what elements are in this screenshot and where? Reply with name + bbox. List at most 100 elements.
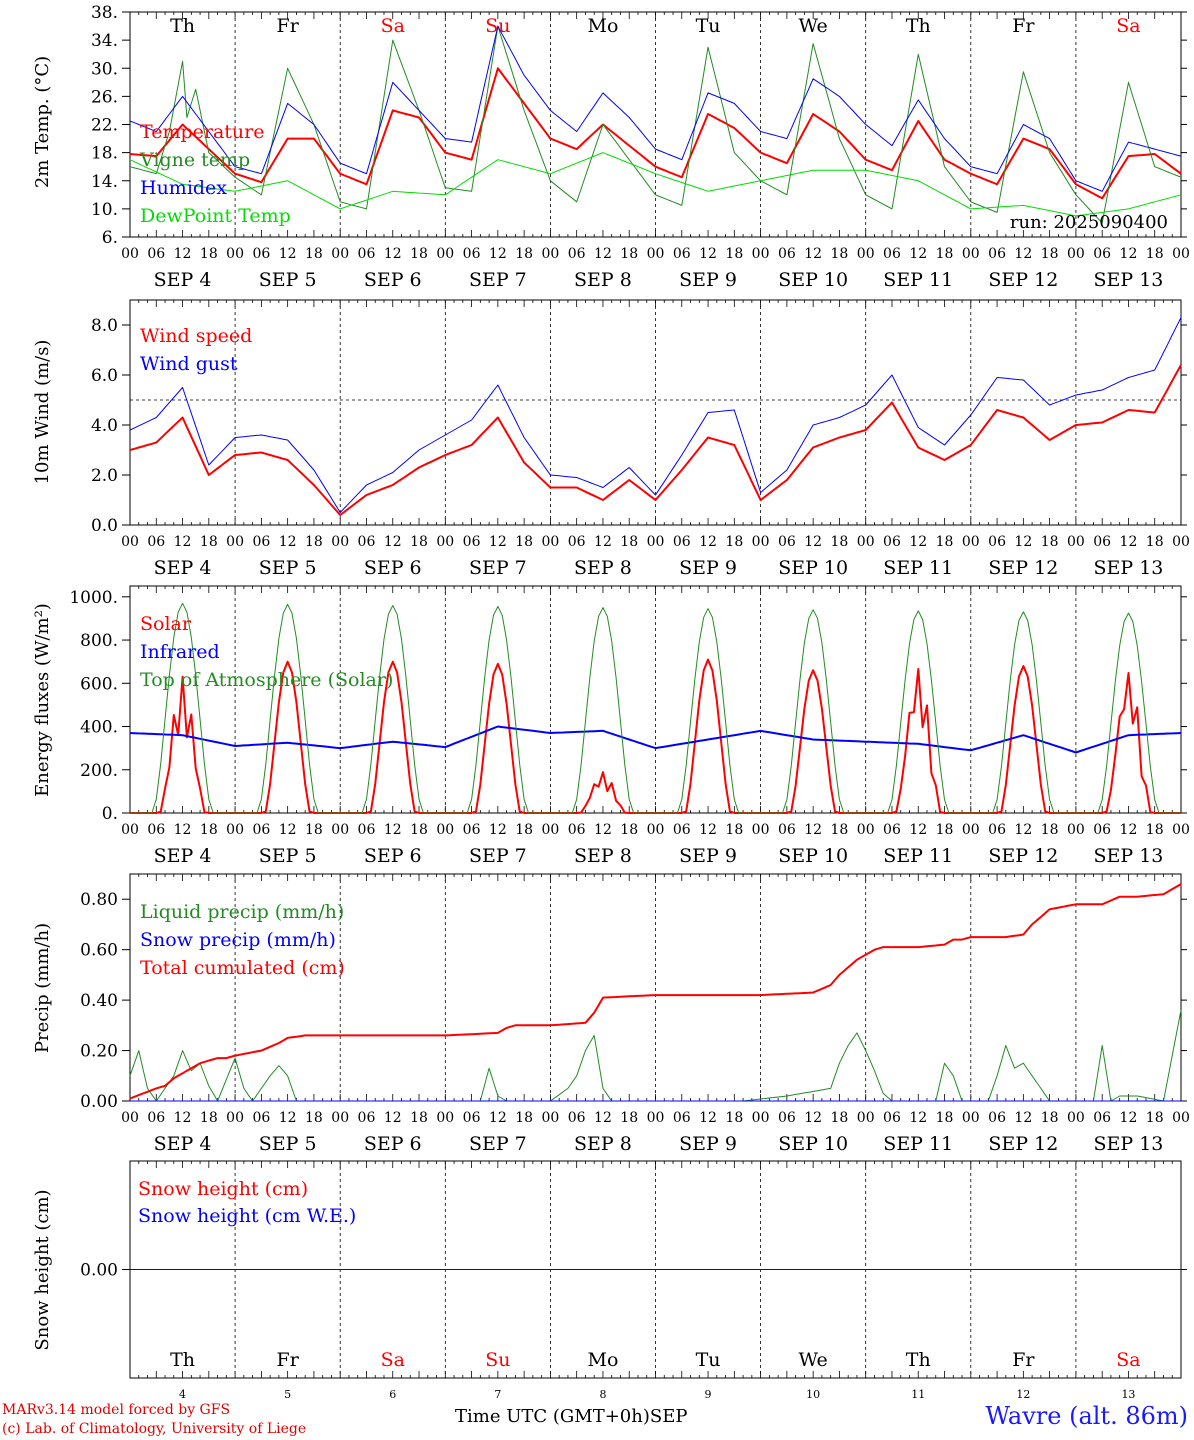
hour-label: 00 bbox=[226, 534, 244, 550]
hour-label: 12 bbox=[804, 246, 822, 262]
hour-label: 18 bbox=[1146, 822, 1164, 838]
hour-label: 06 bbox=[463, 1110, 481, 1126]
y-axis-title: Precip (mm/h) bbox=[32, 923, 53, 1053]
date-label: SEP 12 bbox=[988, 557, 1058, 579]
hour-label: 06 bbox=[673, 1110, 691, 1126]
weekday-label: Su bbox=[485, 15, 510, 37]
series-line-infrared bbox=[129, 725, 1182, 754]
legend-entry: Wind gust bbox=[140, 353, 238, 375]
hour-label: 18 bbox=[1146, 246, 1164, 262]
hour-label: 00 bbox=[1067, 1110, 1085, 1126]
legend-entry: Vigne temp bbox=[139, 149, 250, 171]
time-axis-title-text: Time UTC (GMT+0h) bbox=[455, 1406, 650, 1427]
hour-label: 18 bbox=[831, 1110, 849, 1126]
date-label: SEP 8 bbox=[574, 269, 632, 291]
day-number-label: 13 bbox=[1121, 1388, 1135, 1401]
legend-entry: Wind speed bbox=[140, 325, 252, 347]
hour-label: 06 bbox=[988, 534, 1006, 550]
hour-label: 18 bbox=[515, 822, 533, 838]
date-label: SEP 8 bbox=[574, 845, 632, 867]
hour-label: 00 bbox=[962, 246, 980, 262]
date-label: SEP 6 bbox=[364, 269, 422, 291]
weekday-label: We bbox=[799, 15, 828, 37]
series-line-top-of-atmosphere-solar bbox=[130, 602, 1181, 814]
hour-label: 12 bbox=[909, 534, 927, 550]
hour-label: 18 bbox=[1146, 1110, 1164, 1126]
hour-label: 06 bbox=[568, 1110, 586, 1126]
hour-label: 12 bbox=[1120, 822, 1138, 838]
y-tick-label: 30. bbox=[91, 59, 118, 79]
date-label: SEP 6 bbox=[364, 845, 422, 867]
hour-label: 12 bbox=[279, 534, 297, 550]
hour-label: 18 bbox=[725, 1110, 743, 1126]
legend-entry: Liquid precip (mm/h) bbox=[140, 901, 344, 923]
y-tick-label: 0.40 bbox=[80, 991, 118, 1011]
hour-label: 12 bbox=[489, 246, 507, 262]
date-label: SEP 13 bbox=[1094, 1133, 1164, 1155]
series-line-wind-gust bbox=[129, 317, 1182, 513]
weekday-label: Fr bbox=[1012, 1349, 1035, 1371]
hour-label: 00 bbox=[121, 822, 139, 838]
series-line-humidex bbox=[129, 25, 1182, 192]
hour-label: 06 bbox=[883, 1110, 901, 1126]
hour-label: 00 bbox=[1067, 246, 1085, 262]
hour-label: 00 bbox=[541, 1110, 559, 1126]
hour-label: 06 bbox=[252, 1110, 270, 1126]
panel-2: 0.0 2.0 4.0 6.0 8.0 10m Wind (m/s) Wind speed W… bbox=[32, 299, 1190, 579]
hour-label: 18 bbox=[936, 822, 954, 838]
y-tick-label: 18. bbox=[91, 144, 118, 164]
hour-label: 06 bbox=[463, 822, 481, 838]
hour-label: 18 bbox=[200, 1110, 218, 1126]
weekday-label: We bbox=[799, 1349, 828, 1371]
hour-label: 00 bbox=[647, 246, 665, 262]
date-label: SEP 11 bbox=[883, 557, 953, 579]
hour-label: 06 bbox=[147, 1110, 165, 1126]
weekday-label: Th bbox=[906, 15, 931, 37]
weekday-label: Sa bbox=[381, 1349, 405, 1371]
date-label: SEP 4 bbox=[154, 1133, 212, 1155]
hour-label: 06 bbox=[988, 822, 1006, 838]
hour-label: 06 bbox=[252, 534, 270, 550]
hour-label: 18 bbox=[305, 1110, 323, 1126]
weekday-label: Fr bbox=[277, 15, 300, 37]
hour-label: 00 bbox=[121, 246, 139, 262]
hour-label: 06 bbox=[673, 534, 691, 550]
date-label: SEP 9 bbox=[679, 557, 737, 579]
hour-label: 00 bbox=[436, 1110, 454, 1126]
hour-label: 06 bbox=[147, 534, 165, 550]
hour-label: 00 bbox=[331, 246, 349, 262]
hour-label: 00 bbox=[962, 822, 980, 838]
hour-label: 00 bbox=[857, 822, 875, 838]
series-line-wind-speed bbox=[129, 364, 1182, 516]
hour-label: 00 bbox=[541, 534, 559, 550]
hour-label: 06 bbox=[147, 246, 165, 262]
hour-label: 18 bbox=[515, 246, 533, 262]
y-tick-label: 1000. bbox=[69, 588, 118, 608]
hour-label: 00 bbox=[857, 1110, 875, 1126]
hour-label: 06 bbox=[988, 246, 1006, 262]
day-number-label: 8 bbox=[599, 1388, 606, 1401]
hour-label: 18 bbox=[620, 822, 638, 838]
time-axis-title: Time UTC (GMT+0h)SEP bbox=[455, 1406, 687, 1427]
hour-label: 00 bbox=[226, 822, 244, 838]
y-tick-label: 0. bbox=[102, 804, 118, 824]
hour-label: 06 bbox=[1093, 822, 1111, 838]
hour-label: 12 bbox=[804, 534, 822, 550]
weekday-label: Mo bbox=[587, 15, 618, 37]
hour-label: 12 bbox=[909, 1110, 927, 1126]
series-line-vigne-temp bbox=[129, 25, 1182, 224]
hour-label: 00 bbox=[752, 534, 770, 550]
y-tick-label: 400. bbox=[80, 718, 118, 738]
hour-label: 12 bbox=[174, 822, 192, 838]
legend-entry: Humidex bbox=[140, 177, 227, 199]
hour-label: 06 bbox=[252, 246, 270, 262]
hour-label: 12 bbox=[489, 1110, 507, 1126]
hour-label: 00 bbox=[541, 822, 559, 838]
day-number-label: 6 bbox=[389, 1388, 396, 1401]
hour-label: 18 bbox=[305, 534, 323, 550]
date-label: SEP 11 bbox=[883, 269, 953, 291]
hour-label: 00 bbox=[752, 822, 770, 838]
weekday-label: Fr bbox=[1012, 15, 1035, 37]
hour-label: 00 bbox=[1172, 246, 1190, 262]
legend-entry: Snow precip (mm/h) bbox=[140, 929, 336, 951]
